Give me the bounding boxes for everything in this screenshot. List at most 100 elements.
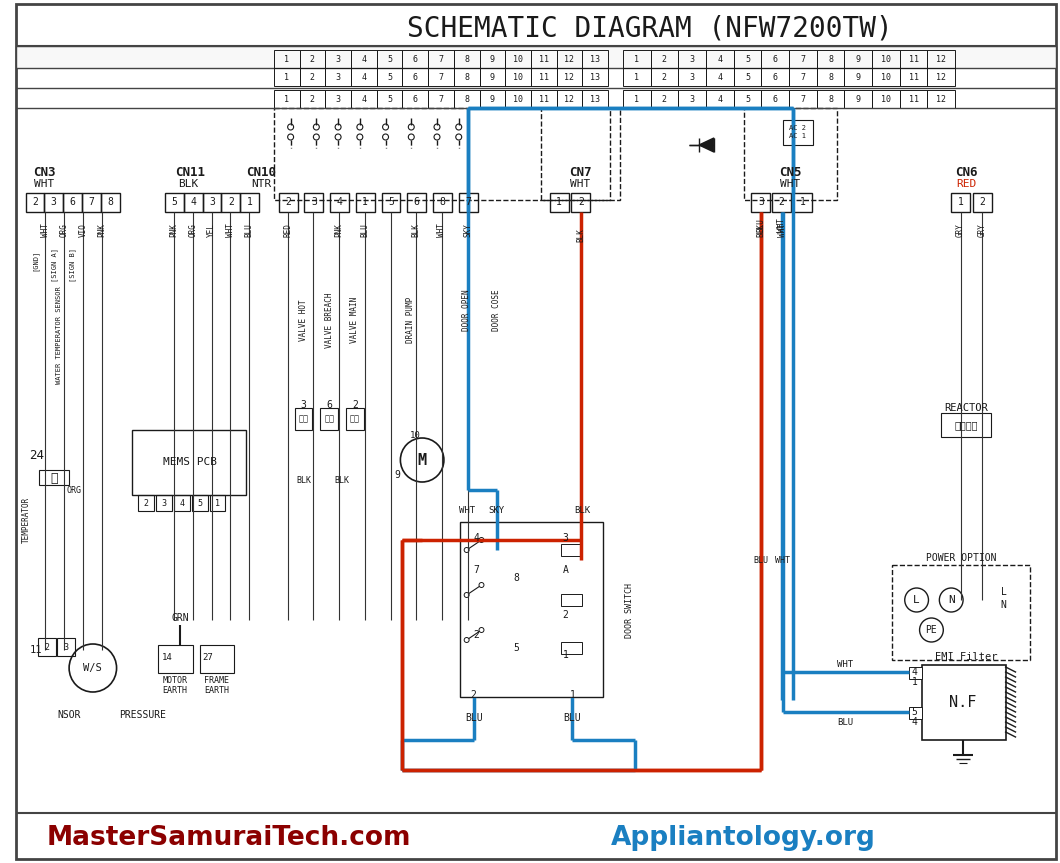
Text: 3: 3: [758, 197, 764, 207]
Bar: [459, 193, 477, 212]
Bar: [139, 495, 154, 511]
Bar: [330, 193, 349, 212]
Text: DOOR SWITCH: DOOR SWITCH: [625, 583, 634, 638]
Text: 7: 7: [439, 72, 443, 81]
Text: 8: 8: [464, 95, 470, 104]
Bar: [279, 193, 298, 212]
Bar: [202, 193, 222, 212]
Text: 6: 6: [412, 72, 418, 81]
Bar: [356, 193, 374, 212]
Text: RED: RED: [956, 179, 976, 189]
Bar: [706, 90, 734, 108]
Text: ∿: ∿: [51, 471, 58, 484]
Text: 6: 6: [413, 197, 420, 207]
Text: 10: 10: [881, 54, 891, 64]
Text: 3: 3: [209, 197, 215, 207]
Text: WHT: WHT: [438, 223, 446, 237]
Circle shape: [287, 134, 294, 140]
Text: 1: 1: [912, 677, 918, 687]
Text: BLK: BLK: [335, 476, 350, 484]
Circle shape: [479, 583, 484, 588]
Text: 11: 11: [908, 95, 919, 104]
Text: 1: 1: [569, 690, 576, 700]
Text: 2: 2: [661, 95, 667, 104]
Text: 24: 24: [30, 449, 45, 462]
Bar: [706, 68, 734, 86]
Text: 3: 3: [690, 95, 694, 104]
Text: 2: 2: [285, 197, 292, 207]
Text: 1: 1: [634, 72, 639, 81]
Text: 1: 1: [284, 54, 289, 64]
Bar: [900, 50, 928, 68]
Text: 11: 11: [908, 72, 919, 81]
Text: 7: 7: [800, 72, 806, 81]
Circle shape: [905, 588, 929, 612]
Text: L: L: [1001, 587, 1007, 597]
Bar: [734, 50, 761, 68]
Text: BLK: BLK: [575, 506, 590, 514]
Text: BLU: BLU: [245, 223, 253, 237]
Text: 8: 8: [828, 95, 833, 104]
Circle shape: [408, 124, 414, 130]
Text: A: A: [563, 565, 568, 575]
Bar: [506, 90, 531, 108]
Text: 11: 11: [538, 54, 549, 64]
Text: WHT: WHT: [778, 223, 788, 237]
Bar: [16, 46, 1056, 68]
Text: 13: 13: [590, 95, 600, 104]
Text: EMI Filter: EMI Filter: [935, 652, 997, 662]
Bar: [479, 50, 506, 68]
Circle shape: [456, 124, 462, 130]
Text: 8: 8: [828, 54, 833, 64]
Text: W/S: W/S: [84, 663, 102, 673]
Text: 5: 5: [912, 707, 918, 717]
Circle shape: [383, 134, 389, 140]
Bar: [45, 193, 64, 212]
Text: WHT: WHT: [34, 179, 54, 189]
Text: EARTH: EARTH: [204, 685, 229, 695]
Text: 12: 12: [565, 95, 575, 104]
Bar: [174, 495, 190, 511]
Text: 8: 8: [828, 72, 833, 81]
Bar: [376, 68, 403, 86]
Bar: [460, 522, 603, 697]
Text: GRN: GRN: [171, 613, 189, 623]
Text: CN3: CN3: [34, 166, 56, 179]
Bar: [872, 90, 900, 108]
Text: 8: 8: [464, 72, 470, 81]
Circle shape: [335, 124, 341, 130]
Bar: [951, 193, 970, 212]
Text: EARTH: EARTH: [162, 685, 188, 695]
Text: GRY: GRY: [956, 223, 965, 237]
Text: 1: 1: [634, 95, 639, 104]
Text: 1: 1: [634, 54, 639, 64]
Bar: [816, 90, 845, 108]
Bar: [479, 68, 506, 86]
Text: VALVE MAIN: VALVE MAIN: [351, 297, 359, 343]
Text: 8: 8: [513, 573, 519, 583]
Bar: [623, 50, 651, 68]
Bar: [192, 495, 208, 511]
Circle shape: [335, 134, 341, 140]
Bar: [325, 90, 351, 108]
Text: [SIGN A]: [SIGN A]: [51, 248, 57, 282]
Text: 11: 11: [538, 95, 549, 104]
Bar: [928, 50, 955, 68]
Bar: [789, 68, 816, 86]
Bar: [454, 90, 479, 108]
Text: REACTOR: REACTOR: [944, 403, 988, 413]
Text: 12: 12: [565, 72, 575, 81]
Text: N.F: N.F: [950, 695, 976, 709]
Bar: [908, 667, 921, 679]
Text: 3: 3: [64, 642, 69, 652]
Text: 1: 1: [247, 197, 252, 207]
Text: BLU: BLU: [360, 223, 369, 237]
Text: 7: 7: [474, 565, 479, 575]
Text: BLK: BLK: [178, 179, 198, 189]
Text: 4: 4: [718, 95, 722, 104]
Text: 2: 2: [661, 72, 667, 81]
Bar: [479, 90, 506, 108]
Text: 12: 12: [565, 54, 575, 64]
Text: 3: 3: [161, 499, 166, 507]
Text: 3: 3: [336, 54, 340, 64]
